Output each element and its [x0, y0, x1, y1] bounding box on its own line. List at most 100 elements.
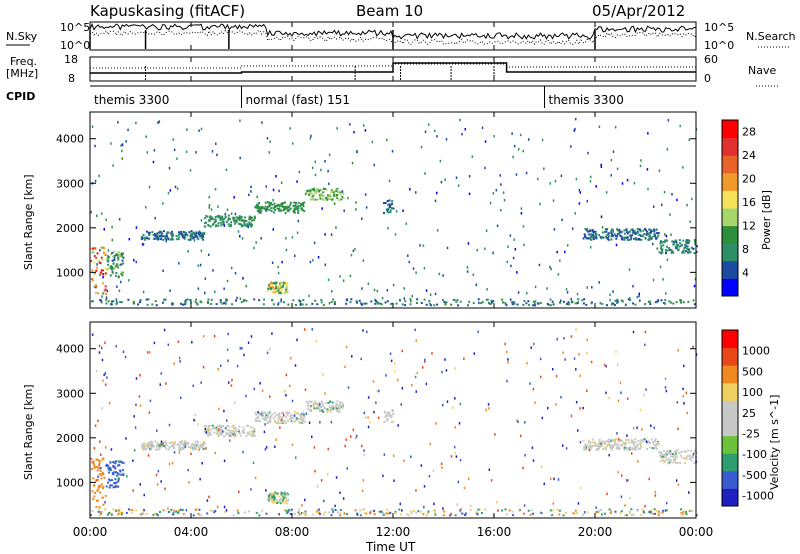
- echo-point: [323, 198, 326, 201]
- echo-point: [197, 446, 200, 449]
- echo-point: [303, 413, 306, 416]
- echo-point: [293, 209, 296, 212]
- echo-point: [247, 510, 250, 513]
- echo-point: [146, 444, 149, 447]
- velocity-points: [90, 328, 698, 517]
- echo-point: [291, 236, 294, 239]
- echo-point: [280, 421, 283, 424]
- echo-point: [400, 403, 402, 406]
- echo-point: [506, 260, 509, 264]
- echo-point: [165, 234, 168, 237]
- echo-point: [682, 239, 685, 242]
- echo-point: [573, 512, 576, 515]
- echo-point: [242, 429, 245, 432]
- echo-point: [314, 469, 316, 473]
- echo-point: [274, 419, 277, 422]
- echo-point: [308, 409, 311, 412]
- echo-point: [610, 238, 613, 241]
- echo-point: [601, 302, 604, 305]
- echo-point: [614, 510, 617, 513]
- echo-point: [459, 511, 462, 514]
- echo-point: [94, 247, 97, 250]
- echo-point: [653, 508, 656, 511]
- echo-point: [133, 415, 135, 418]
- echo-point: [107, 255, 110, 258]
- echo-point: [549, 304, 552, 307]
- echo-point: [152, 233, 155, 236]
- echo-point: [640, 238, 643, 241]
- echo-point: [648, 228, 651, 231]
- echo-point: [594, 230, 597, 233]
- echo-point: [301, 303, 304, 306]
- echo-point: [189, 235, 192, 238]
- echo-point: [130, 511, 133, 514]
- echo-point: [135, 121, 137, 125]
- echo-point: [310, 435, 313, 439]
- echo-point: [505, 513, 508, 516]
- echo-point: [230, 434, 233, 437]
- echo-point: [560, 396, 562, 399]
- echo-point: [339, 403, 342, 406]
- echo-point: [104, 285, 107, 288]
- echo-point: [199, 444, 202, 447]
- echo-point: [664, 386, 667, 389]
- echo-point: [355, 301, 358, 304]
- echo-point: [320, 400, 323, 403]
- echo-point: [105, 464, 108, 467]
- echo-point: [148, 237, 151, 240]
- echo-point: [280, 493, 283, 496]
- echo-point: [610, 439, 613, 442]
- echo-point: [678, 245, 681, 248]
- echo-point: [571, 227, 574, 230]
- echo-point: [626, 434, 628, 437]
- echo-point: [550, 477, 552, 481]
- echo-point: [459, 300, 462, 303]
- echo-point: [168, 441, 171, 444]
- echo-point: [365, 302, 368, 305]
- echo-point: [433, 510, 436, 513]
- echo-point: [347, 386, 350, 389]
- echo-point: [189, 298, 192, 301]
- echo-point: [653, 447, 656, 450]
- echo-point: [257, 411, 259, 414]
- echo-point: [600, 237, 603, 240]
- echo-point: [409, 298, 412, 301]
- echo-point: [318, 190, 321, 193]
- echo-point: [147, 454, 150, 457]
- echo-point: [644, 229, 647, 232]
- echo-point: [335, 226, 337, 229]
- echo-point: [242, 426, 245, 429]
- echo-point: [363, 411, 366, 415]
- echo-point: [613, 440, 616, 443]
- echo-point: [158, 234, 161, 237]
- echo-point: [335, 410, 338, 413]
- echo-point: [527, 300, 530, 303]
- echo-point: [363, 302, 366, 305]
- echo-point: [345, 438, 347, 441]
- echo-point: [326, 411, 329, 414]
- echo-point: [165, 448, 168, 451]
- echo-point: [326, 472, 329, 476]
- echo-point: [230, 431, 233, 434]
- echo-point: [456, 503, 458, 506]
- echo-point: [162, 202, 164, 205]
- echo-point: [253, 387, 256, 391]
- echo-point: [220, 364, 222, 367]
- echo-point: [189, 169, 192, 172]
- echo-point: [476, 248, 479, 252]
- echo-point: [111, 251, 114, 254]
- echo-point: [468, 192, 471, 196]
- echo-point: [127, 298, 130, 301]
- echo-point: [502, 191, 505, 194]
- echo-point: [650, 424, 652, 427]
- echo-point: [632, 330, 635, 334]
- echo-point: [663, 455, 666, 458]
- echo-point: [144, 238, 147, 241]
- echo-point: [295, 207, 298, 210]
- echo-point: [530, 509, 533, 512]
- echo-point: [292, 204, 295, 207]
- echo-point: [181, 446, 184, 449]
- echo-point: [352, 249, 355, 253]
- echo-point: [675, 301, 678, 304]
- echo-point: [386, 289, 389, 292]
